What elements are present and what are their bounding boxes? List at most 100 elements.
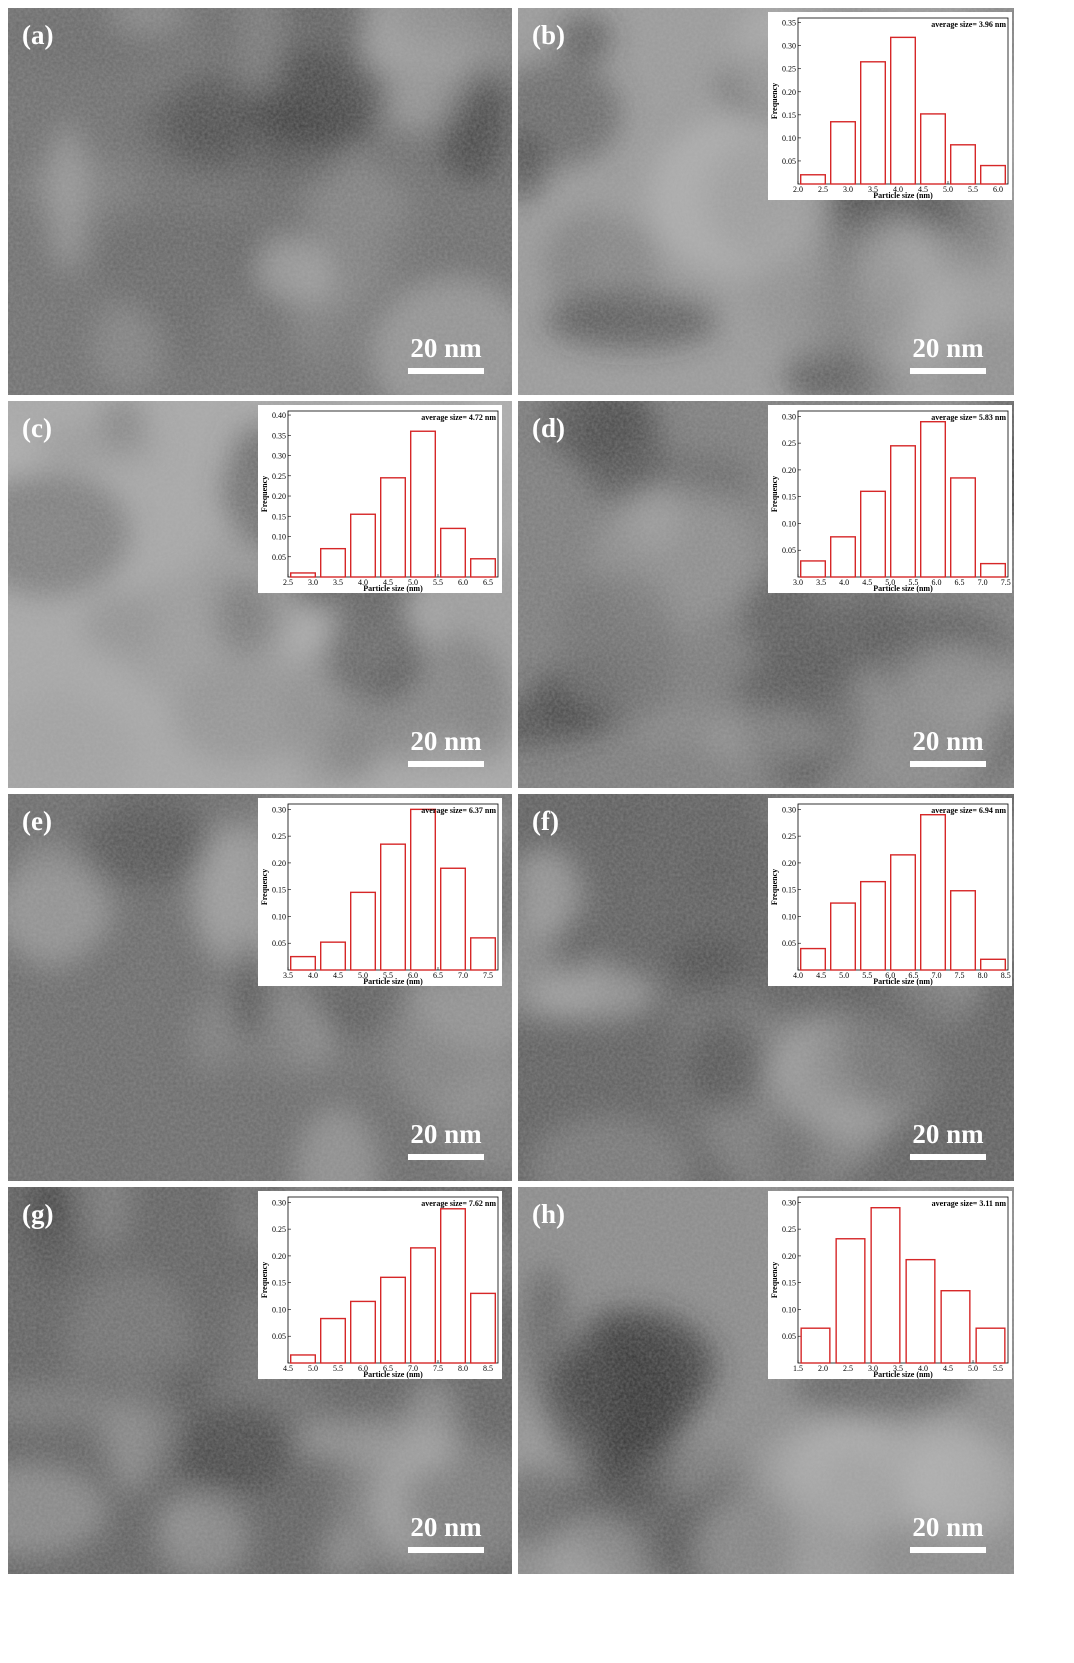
bar [291,1355,316,1363]
x-tick-label: 2.5 [818,185,828,194]
x-tick-label: 2.0 [793,185,803,194]
x-tick-label: 5.5 [968,185,978,194]
annotation: average size= 7.62 nm [421,1199,496,1208]
x-tick-label: 8.5 [1001,971,1011,980]
bar [411,809,436,970]
y-tick-label: 0.15 [782,111,796,120]
scale-bar [910,1547,986,1553]
y-axis-label: Frequency [260,476,269,512]
x-tick-label: 2.5 [843,1364,853,1373]
x-tick-label: 6.0 [458,578,468,587]
bar [471,1293,496,1363]
x-tick-label: 7.0 [978,578,988,587]
y-axis-label: Frequency [770,869,779,905]
scale-bar [408,1547,484,1553]
scale-bar-label: 20 nm [410,333,482,363]
x-tick-label: 5.5 [333,1364,343,1373]
bar [321,942,346,970]
y-tick-label: 0.20 [782,859,796,868]
x-tick-label: 5.0 [968,1364,978,1373]
x-tick-label: 6.5 [483,578,493,587]
bar [801,175,826,184]
y-tick-label: 0.25 [782,1225,796,1234]
x-axis-label: Particle size (nm) [363,1370,423,1379]
y-tick-label: 0.25 [782,439,796,448]
bar [831,122,856,184]
x-tick-label: 7.5 [433,1364,443,1373]
x-tick-label: 5.0 [839,971,849,980]
bar [981,959,1006,970]
y-tick-label: 0.20 [272,492,286,501]
bar [981,564,1006,577]
x-tick-label: 5.5 [433,578,443,587]
y-axis-label: Frequency [770,476,779,512]
y-axis-label: Frequency [770,83,779,119]
x-tick-label: 5.0 [308,1364,318,1373]
bar [471,559,496,577]
x-tick-label: 2.0 [818,1364,828,1373]
bar [891,446,916,577]
bar [801,949,826,970]
y-tick-label: 0.15 [782,1279,796,1288]
bar [921,114,946,184]
bar [441,1209,466,1363]
y-axis-label: Frequency [260,869,269,905]
x-tick-label: 6.5 [433,971,443,980]
y-tick-label: 0.15 [272,1279,286,1288]
x-tick-label: 4.5 [943,1364,953,1373]
x-axis-label: Particle size (nm) [873,584,933,593]
y-tick-label: 0.15 [782,886,796,895]
x-tick-label: 6.5 [955,578,965,587]
bar [921,815,946,970]
scale-bar-label: 20 nm [410,1512,482,1542]
bar [861,882,886,970]
y-tick-label: 0.10 [782,134,796,143]
panel-label: (a) [22,20,53,50]
panel: (e)20 nm0.050.100.150.200.250.303.54.04.… [0,725,570,1237]
bar [951,478,976,577]
y-tick-label: 0.30 [782,805,796,814]
y-tick-label: 0.15 [272,512,286,521]
x-tick-label: 3.5 [333,578,343,587]
bar [906,1260,935,1363]
scale-bar-label: 20 nm [912,1512,984,1542]
bar [291,573,316,577]
scale-bar-label: 20 nm [410,726,482,756]
bar [411,1248,436,1363]
bar [871,1208,900,1363]
y-tick-label: 0.05 [782,1332,796,1341]
x-tick-label: 1.5 [793,1364,803,1373]
y-tick-label: 0.05 [272,1332,286,1341]
bar [801,1328,830,1363]
panel-label: (g) [22,1199,53,1229]
annotation: average size= 6.94 nm [931,806,1006,815]
bar [801,561,826,577]
bar [976,1328,1005,1363]
panel: (c)20 nm0.050.100.150.200.250.300.350.40… [0,387,551,826]
annotation: average size= 3.96 nm [931,20,1006,29]
bar [321,1319,346,1363]
panel-label: (d) [532,413,565,443]
y-tick-label: 0.20 [272,1252,286,1261]
bar [351,1301,376,1363]
bar [861,491,886,577]
y-axis-label: Frequency [260,1262,269,1298]
x-tick-label: 5.0 [943,185,953,194]
y-tick-label: 0.35 [782,19,796,28]
x-tick-label: 7.5 [955,971,965,980]
y-tick-label: 0.25 [272,472,286,481]
annotation: average size= 5.83 nm [931,413,1006,422]
y-tick-label: 0.10 [782,1305,796,1314]
y-axis-label: Frequency [770,1262,779,1298]
y-tick-label: 0.15 [782,493,796,502]
x-tick-label: 4.5 [816,971,826,980]
x-tick-label: 8.0 [458,1364,468,1373]
bar [921,422,946,577]
figure: (a)20 nm(b)20 nm0.050.100.150.200.250.30… [0,0,1074,1663]
panel: (b)20 nm0.050.100.150.200.250.300.352.02… [491,0,1074,465]
x-tick-label: 4.5 [283,1364,293,1373]
y-tick-label: 0.15 [272,886,286,895]
